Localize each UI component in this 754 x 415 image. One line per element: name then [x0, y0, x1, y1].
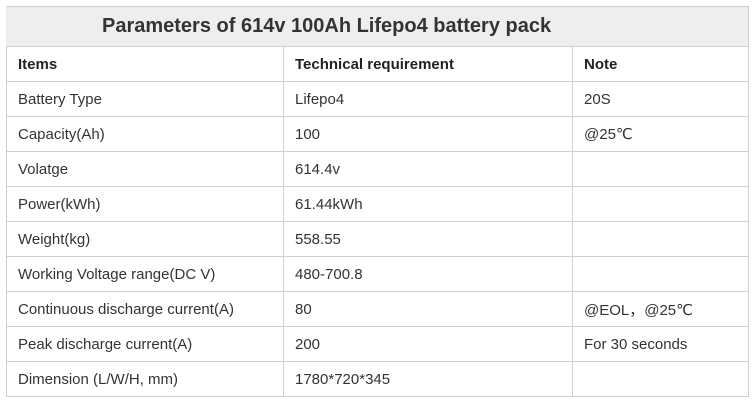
- item-cell: Volatge: [6, 151, 284, 187]
- value-cell: 480-700.8: [283, 256, 573, 292]
- table-header-row: Items Technical requirement Note: [6, 46, 749, 82]
- item-cell: Power(kWh): [6, 186, 284, 222]
- column-header-note: Note: [572, 46, 749, 82]
- item-cell: Working Voltage range(DC V): [6, 256, 284, 292]
- item-cell: Battery Type: [6, 81, 284, 117]
- item-cell: Capacity(Ah): [6, 116, 284, 152]
- value-cell: 200: [283, 326, 573, 362]
- table-row: Capacity(Ah) 100 @25℃: [6, 116, 749, 152]
- table-row: Peak discharge current(A) 200 For 30 sec…: [6, 326, 749, 362]
- item-cell: Continuous discharge current(A): [6, 291, 284, 327]
- value-cell: Lifepo4: [283, 81, 573, 117]
- value-cell: 100: [283, 116, 573, 152]
- note-cell: @25℃: [572, 116, 749, 152]
- table-row: Volatge 614.4v: [6, 151, 749, 187]
- note-cell: [572, 151, 749, 187]
- parameters-table: Items Technical requirement Note Battery…: [6, 46, 749, 397]
- note-cell: For 30 seconds: [572, 326, 749, 362]
- value-cell: 80: [283, 291, 573, 327]
- note-cell: [572, 221, 749, 257]
- note-cell: @EOL，@25℃: [572, 291, 749, 327]
- title-band: Parameters of 614v 100Ah Lifepo4 battery…: [6, 6, 748, 46]
- note-cell: [572, 256, 749, 292]
- table-row: Battery Type Lifepo4 20S: [6, 81, 749, 117]
- table-row: Dimension (L/W/H, mm) 1780*720*345: [6, 361, 749, 397]
- column-header-items: Items: [6, 46, 284, 82]
- note-cell: 20S: [572, 81, 749, 117]
- table-row: Continuous discharge current(A) 80 @EOL，…: [6, 291, 749, 327]
- value-cell: 1780*720*345: [283, 361, 573, 397]
- page-title: Parameters of 614v 100Ah Lifepo4 battery…: [102, 15, 552, 37]
- column-header-technical-requirement: Technical requirement: [283, 46, 573, 82]
- value-cell: 558.55: [283, 221, 573, 257]
- item-cell: Peak discharge current(A): [6, 326, 284, 362]
- item-cell: Dimension (L/W/H, mm): [6, 361, 284, 397]
- item-cell: Weight(kg): [6, 221, 284, 257]
- title-band-border: [748, 6, 749, 46]
- table-row: Weight(kg) 558.55: [6, 221, 749, 257]
- table-row: Power(kWh) 61.44kWh: [6, 186, 749, 222]
- note-cell: [572, 361, 749, 397]
- value-cell: 614.4v: [283, 151, 573, 187]
- table-row: Working Voltage range(DC V) 480-700.8: [6, 256, 749, 292]
- note-cell: [572, 186, 749, 222]
- value-cell: 61.44kWh: [283, 186, 573, 222]
